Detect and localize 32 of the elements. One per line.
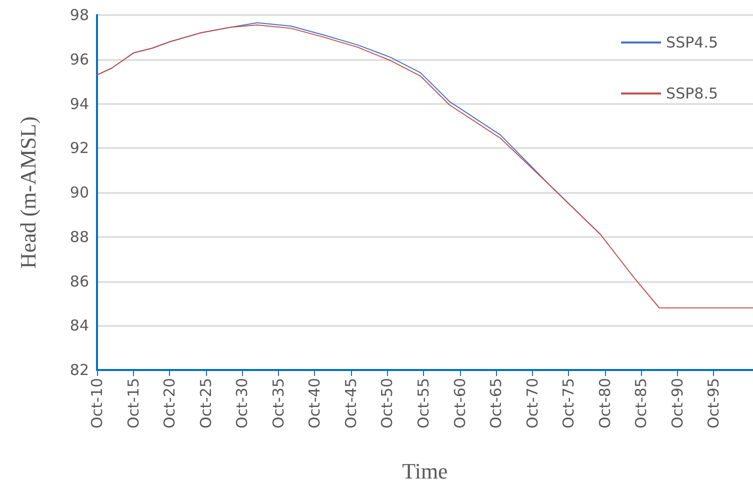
y-tick-label: 96 bbox=[70, 50, 89, 68]
y-tick-label: 98 bbox=[70, 6, 89, 24]
x-tick-label: Oct-85 bbox=[632, 378, 650, 428]
x-tick-label: Oct-95 bbox=[704, 378, 723, 428]
legend-label: SSP8.5 bbox=[666, 84, 718, 102]
x-tick-label: Oct-50 bbox=[378, 378, 396, 428]
y-tick-label: 94 bbox=[70, 94, 89, 113]
y-axis-title: Head (m-AMSL) bbox=[16, 116, 40, 269]
y-tick-label: 84 bbox=[70, 316, 89, 335]
x-tick-label: Oct-20 bbox=[160, 378, 179, 428]
x-tick-label: Oct-65 bbox=[487, 378, 506, 428]
x-tick-label: Oct-70 bbox=[523, 378, 542, 428]
x-tick-label: Oct-40 bbox=[306, 378, 324, 428]
y-tick-label: 82 bbox=[70, 361, 89, 379]
x-tick-label: Oct-80 bbox=[596, 378, 614, 428]
x-tick-label: Oct-55 bbox=[414, 378, 432, 428]
x-tick-label: Oct-45 bbox=[342, 378, 360, 428]
y-tick-label: 92 bbox=[70, 139, 89, 158]
x-axis-title: Time bbox=[402, 458, 448, 484]
line-series bbox=[96, 24, 753, 308]
x-tick-label: Oct-90 bbox=[668, 378, 686, 428]
x-tick-label: Oct-30 bbox=[233, 378, 252, 428]
x-tick-label: Oct-10 bbox=[88, 378, 106, 428]
y-tick-label: 90 bbox=[70, 184, 89, 202]
x-tick-label: Oct-60 bbox=[450, 378, 469, 428]
y-tick-label: 86 bbox=[70, 272, 89, 290]
legend-label: SSP4.5 bbox=[666, 34, 718, 52]
x-tick-label: Oct-35 bbox=[269, 378, 288, 428]
y-tick-label: 88 bbox=[70, 228, 89, 246]
x-tick-label: Oct-75 bbox=[560, 378, 578, 428]
x-tick-label: Oct-25 bbox=[196, 378, 215, 428]
x-tick-label: Oct-15 bbox=[124, 378, 142, 428]
